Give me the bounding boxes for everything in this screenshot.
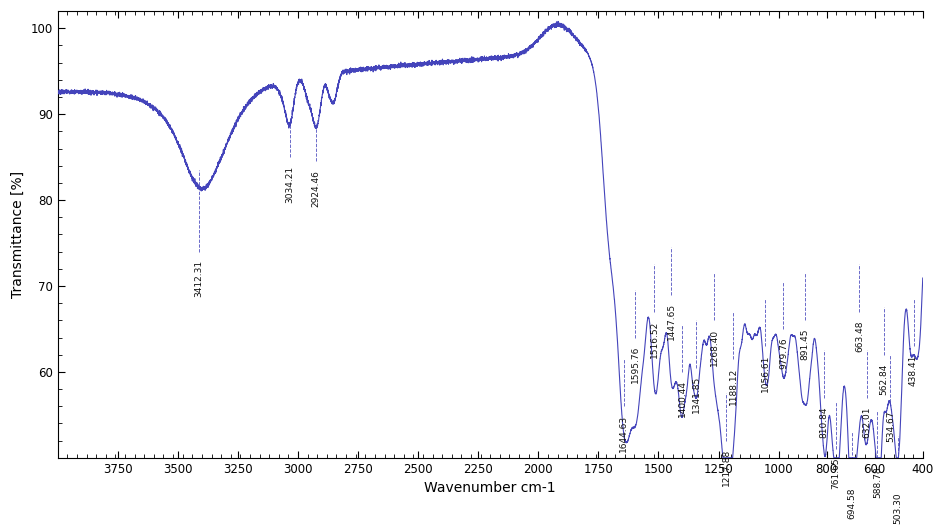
Text: 810.84: 810.84 [818, 406, 828, 438]
Text: 1341.85: 1341.85 [691, 376, 700, 413]
Text: 3412.31: 3412.31 [194, 260, 203, 297]
Text: 1217.88: 1217.88 [721, 449, 730, 486]
Text: 1400.44: 1400.44 [677, 380, 686, 418]
X-axis label: Wavenumber cm-1: Wavenumber cm-1 [424, 481, 555, 495]
Y-axis label: Transmittance [%]: Transmittance [%] [11, 171, 25, 298]
Text: 3034.21: 3034.21 [285, 165, 294, 203]
Text: 1516.52: 1516.52 [649, 320, 658, 358]
Text: 562.84: 562.84 [878, 363, 887, 395]
Text: 694.58: 694.58 [847, 488, 855, 519]
Text: 1644.63: 1644.63 [618, 415, 628, 452]
Text: 979.76: 979.76 [778, 337, 787, 369]
Text: 632.01: 632.01 [862, 406, 870, 438]
Text: 2924.46: 2924.46 [312, 170, 320, 207]
Text: 1268.40: 1268.40 [709, 329, 717, 366]
Text: 534.67: 534.67 [885, 411, 894, 442]
Text: 1188.12: 1188.12 [728, 368, 737, 405]
Text: 891.45: 891.45 [800, 329, 808, 360]
Text: 1447.65: 1447.65 [666, 303, 675, 340]
Text: 1056.61: 1056.61 [760, 355, 768, 392]
Text: 503.30: 503.30 [892, 492, 902, 523]
Text: 663.48: 663.48 [854, 320, 863, 352]
Text: 1595.76: 1595.76 [631, 346, 639, 384]
Text: 438.41: 438.41 [908, 355, 917, 386]
Text: 588.78: 588.78 [872, 467, 881, 498]
Text: 761.65: 761.65 [831, 458, 839, 489]
